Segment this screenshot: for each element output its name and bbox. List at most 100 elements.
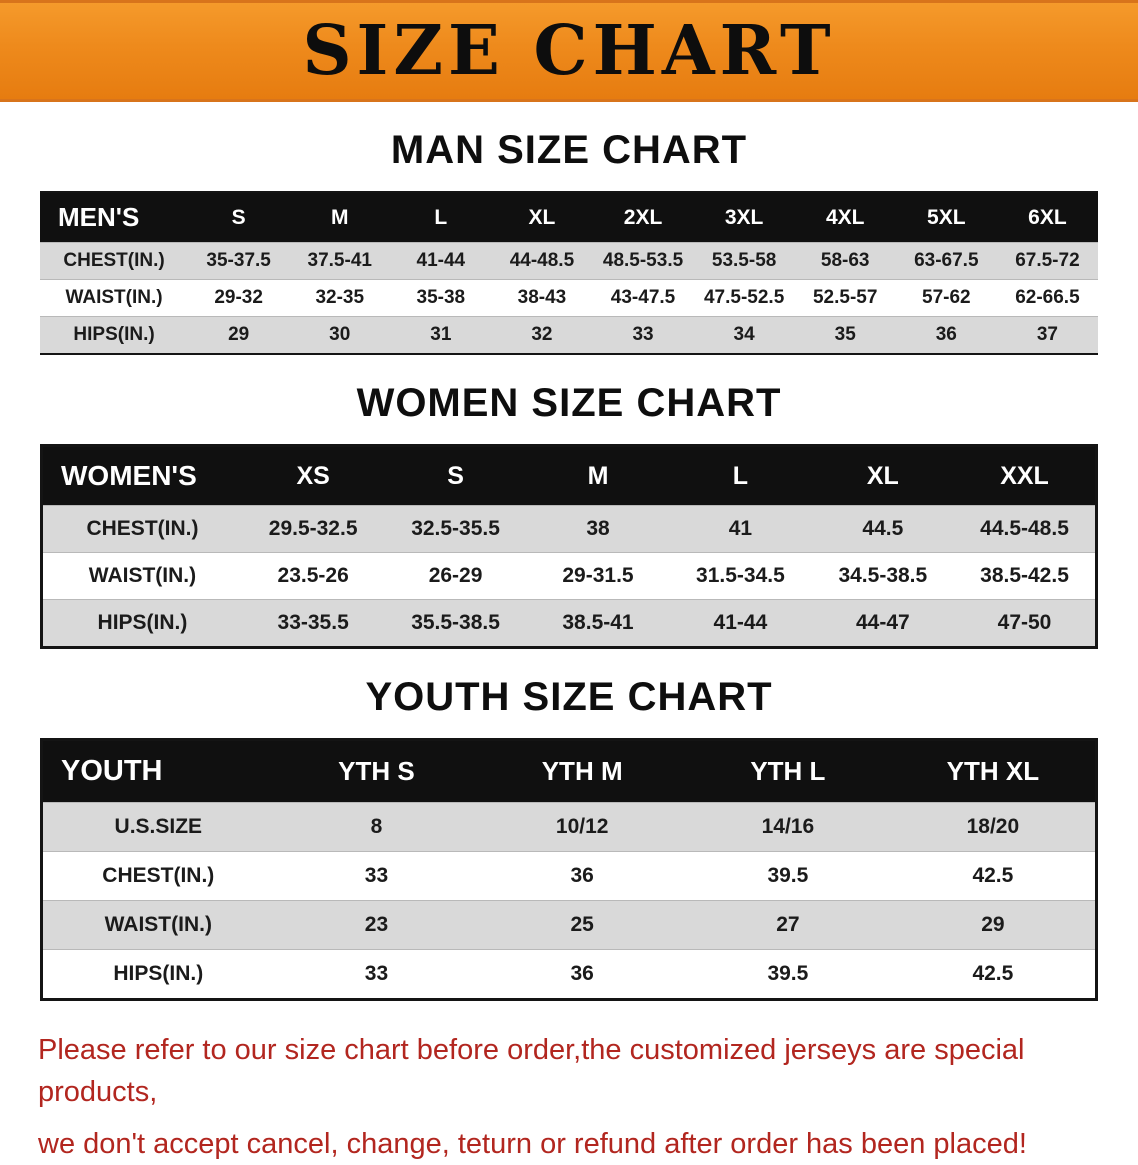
measurement-value-cell: 36 xyxy=(479,949,686,1000)
table-row: CHEST(IN.) 35-37.5 37.5-41 41-44 44-48.5 48.5… xyxy=(40,242,1098,280)
measurement-value-cell: 34 xyxy=(693,316,795,354)
measurement-value-cell: 29 xyxy=(188,316,290,354)
measurement-value-cell: 53.5-58 xyxy=(693,242,795,280)
measurement-value-cell: 33-35.5 xyxy=(241,599,385,648)
table-title-cell: WOMEN'S xyxy=(41,445,242,506)
measurement-value-cell: 42.5 xyxy=(890,851,1097,901)
footer-note-line-1: Please refer to our size chart before or… xyxy=(38,1034,1025,1109)
measurement-value-cell: 63-67.5 xyxy=(895,242,997,280)
size-column-header: L xyxy=(669,445,812,506)
measurement-value-cell: 33 xyxy=(273,949,480,1000)
row-label-cell: CHEST(IN.) xyxy=(41,851,274,901)
size-column-header: XL xyxy=(811,445,955,506)
table-header-row: WOMEN'S XS S M L XL XXL xyxy=(41,445,1097,506)
size-column-header: XL xyxy=(491,192,593,243)
size-column-header: YTH S xyxy=(273,739,480,803)
measurement-value-cell: 39.5 xyxy=(685,949,891,1000)
row-label-cell: CHEST(IN.) xyxy=(41,505,242,553)
measurement-value-cell: 14/16 xyxy=(685,802,891,852)
table-header-row: MEN'S S M L XL 2XL 3XL 4XL 5XL 6XL xyxy=(40,192,1098,243)
row-label-cell: WAIST(IN.) xyxy=(40,279,189,317)
table-row: HIPS(IN.) 33-35.5 35.5-38.5 38.5-41 41-44 44-… xyxy=(41,599,1097,648)
measurement-value-cell: 10/12 xyxy=(479,802,686,852)
measurement-value-cell: 38 xyxy=(526,505,670,553)
measurement-value-cell: 33 xyxy=(592,316,694,354)
measurement-value-cell: 41 xyxy=(669,505,812,553)
measurement-value-cell: 35 xyxy=(794,316,896,354)
measurement-value-cell: 44-48.5 xyxy=(491,242,593,280)
measurement-value-cell: 25 xyxy=(479,900,686,950)
size-chart-banner: SIZE CHART xyxy=(0,0,1138,102)
size-column-header: XS xyxy=(241,445,385,506)
table-row: U.S.SIZE 8 10/12 14/16 18/20 xyxy=(41,802,1097,852)
size-column-header: M xyxy=(289,192,391,243)
women-size-section: WOMEN SIZE CHART WOMEN'S XS S M L XL XXL CHEST(… xyxy=(0,381,1138,649)
measurement-value-cell: 29-32 xyxy=(188,279,290,317)
row-label-cell: U.S.SIZE xyxy=(41,802,274,852)
table-row: WAIST(IN.) 23 25 27 29 xyxy=(41,900,1097,950)
measurement-value-cell: 41-44 xyxy=(390,242,492,280)
measurement-value-cell: 34.5-38.5 xyxy=(811,552,955,600)
size-column-header: YTH M xyxy=(479,739,686,803)
measurement-value-cell: 37.5-41 xyxy=(289,242,391,280)
measurement-value-cell: 29.5-32.5 xyxy=(241,505,385,553)
size-column-header: XXL xyxy=(954,445,1097,506)
measurement-value-cell: 27 xyxy=(685,900,891,950)
measurement-value-cell: 67.5-72 xyxy=(996,242,1098,280)
measurement-value-cell: 48.5-53.5 xyxy=(592,242,694,280)
youth-size-section: YOUTH SIZE CHART YOUTH YTH S YTH M YTH L YTH… xyxy=(0,675,1138,1001)
table-header-row: YOUTH YTH S YTH M YTH L YTH XL xyxy=(41,739,1097,803)
size-column-header: S xyxy=(188,192,290,243)
row-label-cell: WAIST(IN.) xyxy=(41,900,274,950)
size-column-header: 5XL xyxy=(895,192,997,243)
table-title-cell: YOUTH xyxy=(41,739,274,803)
measurement-value-cell: 36 xyxy=(895,316,997,354)
measurement-value-cell: 32-35 xyxy=(289,279,391,317)
women-size-table: WOMEN'S XS S M L XL XXL CHEST(IN.) 29.5-32.5 32.5… xyxy=(40,444,1098,649)
row-label-cell: HIPS(IN.) xyxy=(40,316,189,354)
measurement-value-cell: 44-47 xyxy=(811,599,955,648)
measurement-value-cell: 43-47.5 xyxy=(592,279,694,317)
table-row: CHEST(IN.) 33 36 39.5 42.5 xyxy=(41,851,1097,901)
measurement-value-cell: 38.5-41 xyxy=(526,599,670,648)
table-row: CHEST(IN.) 29.5-32.5 32.5-35.5 38 41 44.5 44.5… xyxy=(41,505,1097,553)
measurement-value-cell: 39.5 xyxy=(685,851,891,901)
row-label-cell: HIPS(IN.) xyxy=(41,599,242,648)
size-column-header: 3XL xyxy=(693,192,795,243)
size-column-header: 4XL xyxy=(794,192,896,243)
footer-note-line-2: we don't accept cancel, change, teturn o… xyxy=(38,1128,1027,1161)
measurement-value-cell: 29 xyxy=(890,900,1097,950)
measurement-value-cell: 18/20 xyxy=(890,802,1097,852)
measurement-value-cell: 42.5 xyxy=(890,949,1097,1000)
size-column-header: S xyxy=(384,445,527,506)
measurement-value-cell: 32 xyxy=(491,316,593,354)
measurement-value-cell: 41-44 xyxy=(669,599,812,648)
youth-section-heading: YOUTH SIZE CHART xyxy=(365,675,773,719)
measurement-value-cell: 36 xyxy=(479,851,686,901)
size-column-header: YTH XL xyxy=(890,739,1097,803)
measurement-value-cell: 38-43 xyxy=(491,279,593,317)
table-row: HIPS(IN.) 33 36 39.5 42.5 xyxy=(41,949,1097,1000)
table-title-cell: MEN'S xyxy=(40,192,189,243)
measurement-value-cell: 58-63 xyxy=(794,242,896,280)
table-row: HIPS(IN.) 29 30 31 32 33 34 35 36 37 xyxy=(40,316,1098,354)
measurement-value-cell: 57-62 xyxy=(895,279,997,317)
measurement-value-cell: 8 xyxy=(273,802,480,852)
size-column-header: 2XL xyxy=(592,192,694,243)
measurement-value-cell: 23 xyxy=(273,900,480,950)
measurement-value-cell: 52.5-57 xyxy=(794,279,896,317)
measurement-value-cell: 44.5 xyxy=(811,505,955,553)
banner-title: SIZE CHART xyxy=(302,11,836,91)
measurement-value-cell: 23.5-26 xyxy=(241,552,385,600)
size-column-header: 6XL xyxy=(996,192,1098,243)
youth-size-table: YOUTH YTH S YTH M YTH L YTH XL U.S.SIZE 8 10/12… xyxy=(40,738,1098,1001)
table-row: WAIST(IN.) 29-32 32-35 35-38 38-43 43-47.5 47.… xyxy=(40,279,1098,317)
measurement-value-cell: 35.5-38.5 xyxy=(384,599,527,648)
measurement-value-cell: 37 xyxy=(996,316,1098,354)
table-row: WAIST(IN.) 23.5-26 26-29 29-31.5 31.5-34.5 34… xyxy=(41,552,1097,600)
measurement-value-cell: 44.5-48.5 xyxy=(954,505,1097,553)
measurement-value-cell: 35-37.5 xyxy=(188,242,290,280)
measurement-value-cell: 47.5-52.5 xyxy=(693,279,795,317)
measurement-value-cell: 38.5-42.5 xyxy=(954,552,1097,600)
size-column-header: L xyxy=(390,192,492,243)
